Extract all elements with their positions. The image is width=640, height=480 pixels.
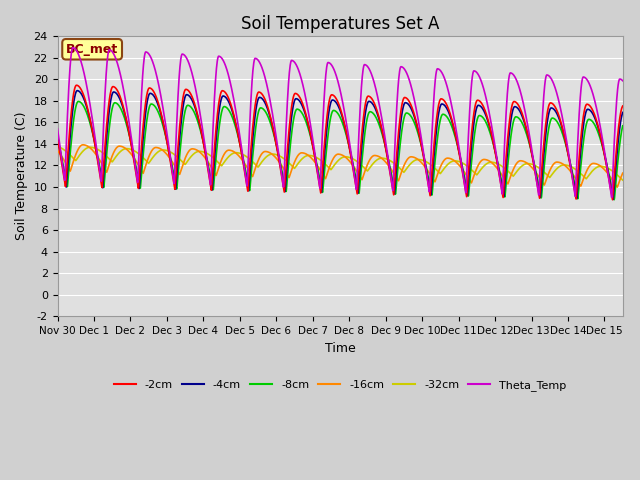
X-axis label: Time: Time xyxy=(324,342,355,355)
Legend: -2cm, -4cm, -8cm, -16cm, -32cm, Theta_Temp: -2cm, -4cm, -8cm, -16cm, -32cm, Theta_Te… xyxy=(109,375,571,395)
Y-axis label: Soil Temperature (C): Soil Temperature (C) xyxy=(15,112,28,240)
Text: BC_met: BC_met xyxy=(66,43,118,56)
Title: Soil Temperatures Set A: Soil Temperatures Set A xyxy=(241,15,439,33)
